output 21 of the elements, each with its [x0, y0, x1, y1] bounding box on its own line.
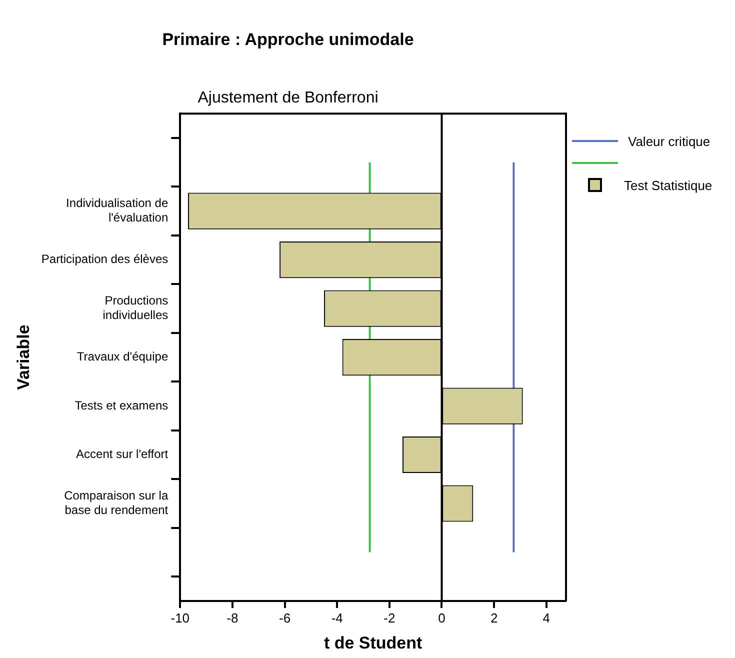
y-tick-label: Productions individuelles	[102, 294, 168, 322]
x-tick-label: -8	[226, 610, 238, 626]
x-tick-label: 2	[490, 610, 498, 626]
y-tick-label: Comparaison sur la base du rendement	[64, 488, 169, 518]
x-tick-label: -2	[384, 610, 396, 626]
chart-title: Primaire : Approche unimodale	[162, 30, 414, 49]
chart-subtitle: Ajustement de Bonferroni	[198, 89, 378, 106]
y-tick-label: Participation des élèves	[41, 252, 168, 266]
x-tick-label: 4	[542, 610, 550, 626]
x-tick-label: -10	[170, 610, 190, 626]
legend-label: Valeur critique	[628, 134, 710, 148]
y-tick-label: Accent sur l'effort	[76, 447, 169, 462]
x-tick-label: -6	[278, 610, 291, 626]
x-axis-title: t de Student	[324, 633, 423, 652]
x-tick-label: 0	[438, 610, 446, 626]
legend-label: Test Statistique	[624, 178, 712, 192]
y-tick-label: Individualisation de l'évaluation	[66, 196, 168, 225]
y-tick-label: Travaux d'équipe	[76, 350, 168, 364]
y-axis-title: Variable	[14, 324, 33, 390]
x-tick-label: -4	[331, 610, 343, 626]
y-tick-label: Tests et examens	[74, 398, 168, 412]
